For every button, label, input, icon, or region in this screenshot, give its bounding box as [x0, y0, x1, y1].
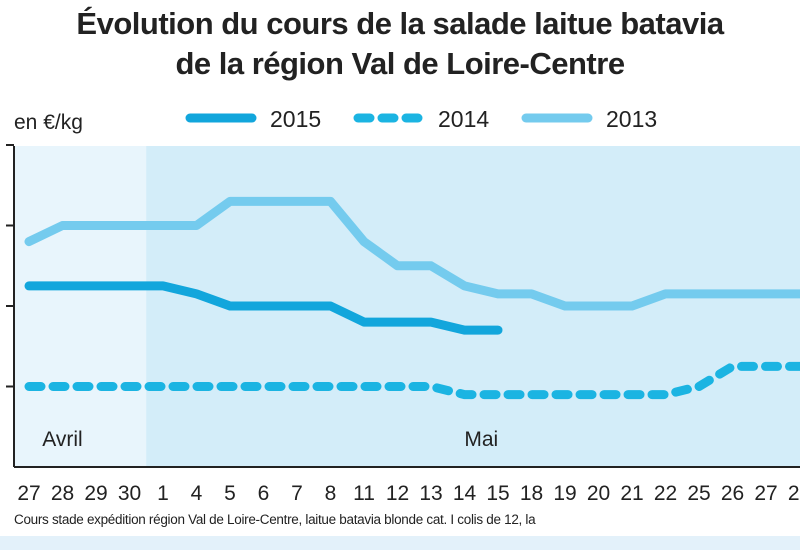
bottom-strip: [0, 536, 800, 550]
legend-label-2015: 2015: [270, 106, 321, 132]
x-tick-label-23: 28: [788, 482, 800, 505]
x-tick-label-7: 6: [258, 482, 270, 505]
chart-title: Évolution du cours de la salade laitue b…: [0, 4, 800, 84]
x-tick-label-22: 27: [754, 482, 777, 505]
x-tick-label-16: 19: [553, 482, 576, 505]
series-line-2014: [24, 361, 800, 400]
x-tick-label-10: 11: [353, 482, 375, 505]
x-tick-label-20: 25: [687, 482, 710, 505]
chart-footnote: Cours stade expédition région Val de Loi…: [14, 512, 536, 527]
x-tick-label-9: 8: [325, 482, 337, 505]
chart-title-line2: de la région Val de Loire-Centre: [175, 46, 625, 81]
month-label-1: Mai: [464, 428, 498, 451]
x-tick-label-11: 12: [386, 482, 409, 505]
x-tick-label-3: 30: [118, 482, 141, 505]
x-tick-label-15: 18: [520, 482, 543, 505]
legend-label-2013: 2013: [606, 106, 657, 132]
x-tick-label-13: 14: [453, 482, 477, 505]
x-tick-label-18: 21: [620, 482, 643, 505]
x-tick-label-6: 5: [224, 482, 236, 505]
month-label-0: Avril: [42, 428, 82, 451]
x-tick-label-12: 13: [419, 482, 442, 505]
y-axis-label: en €/kg: [14, 111, 83, 134]
chart-title-line1: Évolution du cours de la salade laitue b…: [76, 6, 724, 41]
series-line-2013: [24, 196, 800, 311]
legend-label-2014: 2014: [438, 106, 489, 132]
x-tick-label-14: 15: [486, 482, 509, 505]
x-tick-label-5: 4: [191, 482, 203, 505]
x-tick-label-19: 22: [654, 482, 677, 505]
x-tick-label-21: 26: [721, 482, 744, 505]
x-tick-label-8: 7: [291, 482, 303, 505]
x-tick-label-2: 29: [84, 482, 107, 505]
x-tick-label-0: 27: [17, 482, 40, 505]
series-line-2015: [24, 281, 503, 335]
x-tick-label-4: 1: [157, 482, 169, 505]
x-tick-label-1: 28: [51, 482, 74, 505]
x-tick-label-17: 20: [587, 482, 610, 505]
